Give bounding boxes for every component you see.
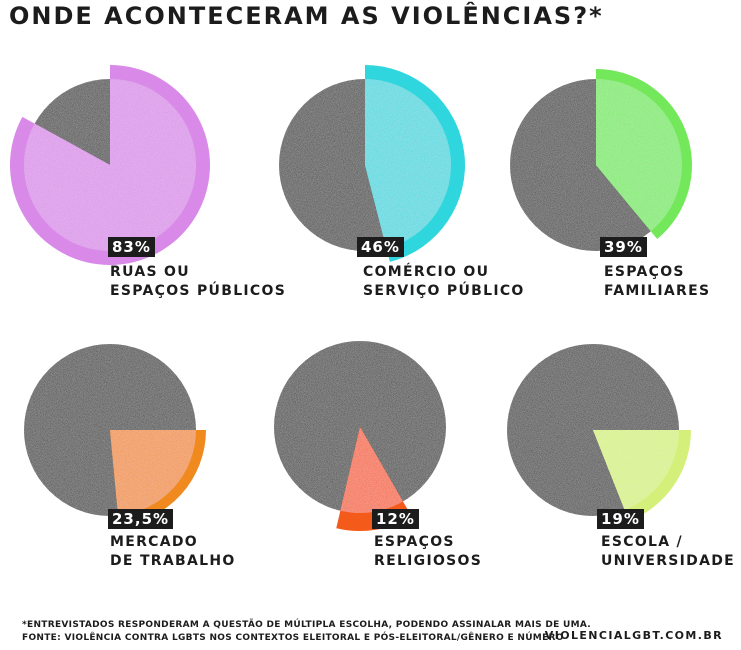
pie-slice [365, 79, 452, 249]
category-label: COMÉRCIO OU SERVIÇO PÚBLICO [363, 263, 525, 301]
value-label: 19% [597, 509, 644, 529]
website-link[interactable]: VIOLENCIALGBT.COM.BR [544, 629, 723, 642]
pie-slice [596, 79, 682, 232]
pie-slice [340, 427, 403, 513]
category-label: ESPAÇOS FAMILIARES [604, 263, 710, 301]
category-label-line: ESPAÇOS [374, 534, 455, 550]
category-label-line: RUAS OU [110, 264, 190, 280]
value-label: 23,5% [108, 509, 174, 529]
category-label-line: FAMILIARES [604, 283, 711, 299]
value-label: 46% [357, 237, 404, 257]
pie-svg [274, 341, 446, 531]
pie-chart-4: 23,5% MERCADO DE TRABALHO [22, 335, 267, 635]
pie-svg [279, 65, 466, 262]
pie-slice [23, 79, 196, 251]
category-label: ESCOLA / UNIVERSIDADE [601, 533, 735, 571]
source-line: FONTE: VIOLÊNCIA CONTRA LGBTS NOS CONTEX… [22, 633, 564, 643]
pie-chart-2: 46% COMÉRCIO OU SERVIÇO PÚBLICO [265, 55, 523, 355]
category-label-line: ESPAÇOS [604, 264, 685, 280]
category-label-line: UNIVERSIDADE [601, 553, 736, 569]
category-label-line: ESPAÇOS PÚBLICOS [110, 283, 287, 299]
category-label-line: ESCOLA / [601, 534, 683, 550]
category-label-line: MERCADO [110, 534, 199, 550]
pie-slice [593, 430, 679, 510]
category-label-line: SERVIÇO PÚBLICO [363, 283, 525, 299]
pie-chart-5: 12% ESPAÇOS RELIGIOSOS [270, 335, 515, 635]
category-label-line: COMÉRCIO OU [363, 264, 490, 280]
pie-chart-6: 19% ESCOLA / UNIVERSIDADE [505, 335, 741, 635]
pie-svg [24, 344, 206, 526]
footnote-line-1: *ENTREVISTADOS RESPONDERAM A QUESTÃO DE … [22, 620, 592, 630]
category-label-line: RELIGIOSOS [374, 553, 483, 569]
category-label: RUAS OU ESPAÇOS PÚBLICOS [110, 263, 286, 301]
pie-svg [510, 69, 692, 251]
pie-svg [507, 344, 691, 522]
category-label-line: DE TRABALHO [110, 553, 236, 569]
category-label: MERCADO DE TRABALHO [110, 533, 236, 571]
pie-svg [9, 65, 211, 265]
pie-chart-3: 39% ESPAÇOS FAMILIARES [500, 55, 741, 355]
value-label: 12% [372, 509, 419, 529]
value-label: 39% [600, 237, 647, 257]
pie-slice [110, 430, 196, 516]
category-label: ESPAÇOS RELIGIOSOS [374, 533, 482, 571]
pie-chart-1: 83% RUAS OU ESPAÇOS PÚBLICOS [0, 55, 285, 355]
value-label: 83% [108, 237, 155, 257]
chart-title: ONDE ACONTECERAM AS VIOLÊNCIAS?* [9, 2, 604, 30]
